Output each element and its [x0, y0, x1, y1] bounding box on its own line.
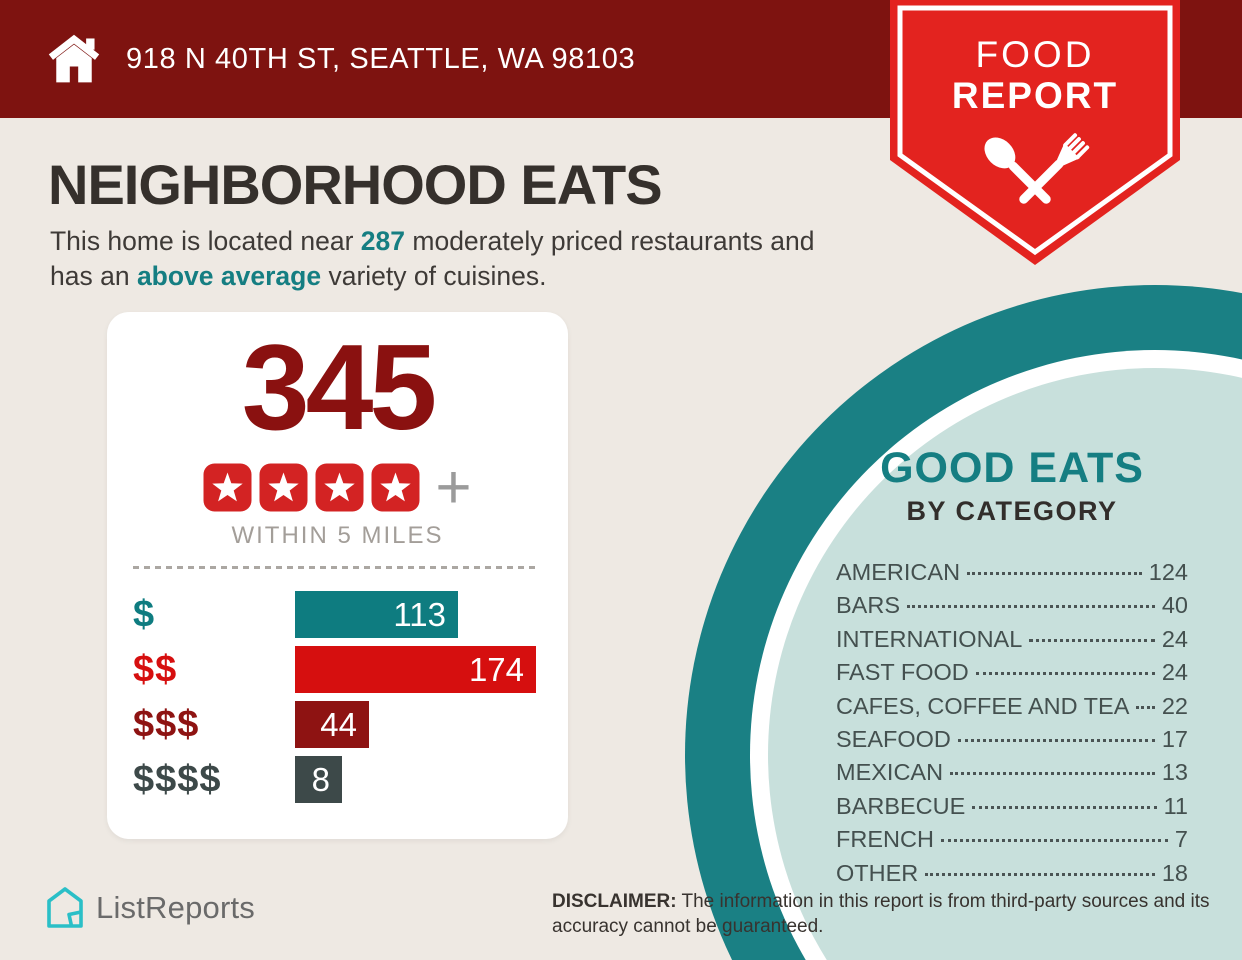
- category-label: AMERICAN: [836, 559, 961, 585]
- category-row: FAST FOOD 24: [836, 659, 1188, 692]
- ribbon-title-line1: FOOD: [975, 34, 1095, 75]
- star-icon: [259, 463, 308, 512]
- price-tier-label: $: [133, 593, 156, 635]
- category-row: OTHER 18: [836, 860, 1188, 893]
- disclaimer: DISCLAIMER: The information in this repo…: [552, 889, 1212, 939]
- star-icon: [203, 463, 252, 512]
- price-tier-row: $$ 174: [133, 646, 542, 693]
- category-value: 24: [1161, 625, 1188, 652]
- price-tier-bar: 8: [295, 756, 342, 803]
- category-row: INTERNATIONAL 24: [836, 626, 1188, 659]
- category-row: AMERICAN 124: [836, 559, 1188, 592]
- category-row: BARS 40: [836, 592, 1188, 625]
- dotted-leader: [925, 872, 1155, 876]
- dotted-leader: [972, 805, 1157, 809]
- category-value: 11: [1163, 792, 1188, 819]
- category-value: 40: [1161, 592, 1188, 619]
- listreports-brand: ListReports: [46, 886, 255, 930]
- category-row: MEXICAN 13: [836, 759, 1188, 792]
- ribbon-title: FOOD REPORT: [890, 34, 1180, 116]
- crossed-spoon-fork-icon: [984, 133, 1090, 204]
- category-label: FAST FOOD: [836, 659, 969, 686]
- property-address: 918 N 40TH ST, SEATTLE, WA 98103: [126, 42, 636, 75]
- price-tier-value: 174: [468, 650, 524, 688]
- disclaimer-text-line1: The information in this report is from t…: [676, 891, 1210, 912]
- good-eats-subtitle: BY CATEGORY: [906, 496, 1118, 526]
- listreports-brand-name: ListReports: [96, 890, 255, 925]
- category-row: SEAFOOD 17: [836, 726, 1188, 759]
- dotted-leader: [975, 672, 1155, 676]
- good-eats-title: GOOD EATS: [880, 444, 1144, 492]
- price-bar-chart: $113 $$ 174 $$$ 44 $$$$ 8: [133, 591, 542, 811]
- category-value: 18: [1161, 859, 1188, 886]
- category-value: 7: [1174, 826, 1188, 853]
- price-tier-row: $$$ 44: [133, 701, 542, 748]
- restaurant-summary-card: 345 + WITHIN 5 MILES $113 $$ 174 $$$ 44 $$$$ 8: [107, 312, 568, 839]
- category-value: 17: [1161, 725, 1188, 752]
- price-tier-label: $$$: [133, 703, 200, 745]
- category-label: BARBECUE: [836, 792, 966, 819]
- category-value: 13: [1161, 759, 1188, 786]
- rating-row: +: [107, 453, 568, 522]
- category-row: CAFES, COFFEE AND TEA 22: [836, 693, 1188, 726]
- category-row: FRENCH 7: [836, 826, 1188, 859]
- dotted-leader: [957, 738, 1155, 742]
- disclaimer-label: DISCLAIMER:: [552, 891, 677, 912]
- plus-sign: +: [435, 453, 472, 522]
- star-rating: [203, 463, 420, 512]
- price-tier-bar: 44: [295, 701, 369, 748]
- category-value: 22: [1161, 692, 1188, 719]
- category-label: SEAFOOD: [836, 725, 951, 752]
- intro-text: This home is located near: [50, 226, 361, 256]
- category-row: BARBECUE 11: [836, 793, 1188, 826]
- price-tier-value: 8: [311, 760, 330, 798]
- price-tier-value: 44: [320, 705, 357, 743]
- price-tier-label: $$$$: [133, 758, 222, 800]
- category-label: BARS: [836, 592, 900, 619]
- price-tier-bar: 113: [295, 591, 458, 638]
- intro-text: moderately priced restaurants and: [405, 226, 815, 256]
- dotted-leader: [1029, 638, 1155, 642]
- disclaimer-text-line2: accuracy cannot be guaranteed.: [552, 916, 824, 938]
- price-tier-value: 113: [393, 595, 446, 633]
- category-label: MEXICAN: [836, 759, 944, 786]
- category-value: 124: [1148, 559, 1188, 585]
- restaurant-count: 287: [360, 226, 406, 256]
- ribbon-title-line2: REPORT: [951, 75, 1119, 116]
- star-icon: [315, 463, 364, 512]
- radius-label: WITHIN 5 MILES: [231, 522, 444, 549]
- price-tier-row: $113: [133, 591, 542, 638]
- price-tier-label: $$: [133, 648, 178, 690]
- ribbon-shape: [890, 0, 1180, 265]
- dotted-leader: [1136, 705, 1155, 709]
- price-tier-row: $$$$ 8: [133, 756, 542, 803]
- category-label: OTHER: [836, 859, 919, 886]
- dotted-leader: [967, 572, 1142, 575]
- star-icon: [371, 463, 420, 512]
- dashed-divider: [133, 566, 540, 569]
- total-restaurants-count: 345: [241, 319, 438, 455]
- category-label: CAFES, COFFEE AND TEA: [836, 692, 1130, 719]
- food-report-ribbon: FOOD REPORT: [890, 0, 1180, 265]
- good-eats-panel: GOOD EATS BY CATEGORY AMERICAN 124 BARS 40 I…: [836, 444, 1188, 893]
- intro-text: variety of cuisines.: [321, 260, 547, 291]
- category-label: FRENCH: [836, 826, 934, 853]
- category-value: 24: [1161, 659, 1188, 686]
- intro-text: has an: [50, 260, 137, 291]
- page-title: NEIGHBORHOOD EATS: [48, 153, 663, 216]
- listreports-logo-icon: [47, 887, 83, 928]
- variety-highlight: above average: [136, 260, 322, 291]
- dotted-leader: [940, 839, 1168, 843]
- category-label: INTERNATIONAL: [836, 625, 1023, 652]
- intro-sentence: This home is located near 287 moderately…: [50, 224, 900, 294]
- price-tier-bar: 174: [295, 646, 536, 693]
- dotted-leader: [950, 772, 1155, 776]
- dotted-leader: [907, 605, 1155, 609]
- category-list: AMERICAN 124 BARS 40 INTERNATIONAL 24 FAST FOO…: [836, 559, 1188, 893]
- home-icon: [48, 34, 100, 83]
